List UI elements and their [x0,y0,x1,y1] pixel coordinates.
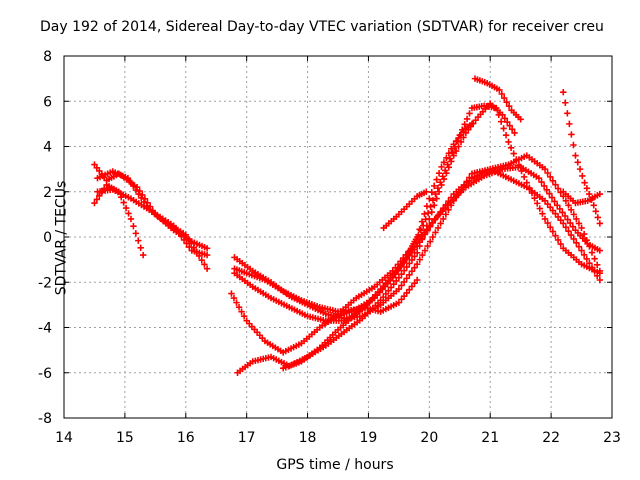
y-tick-label: 0 [43,230,52,246]
data-point-marker [436,170,442,176]
data-point-marker [577,166,583,172]
x-tick-label: 19 [360,430,378,446]
x-tick-label: 14 [55,430,73,446]
data-point-marker [566,121,572,127]
chart-canvas: 14 15 16 17 18 19 20 21 22 23 -8 -6 -4 -2 0 2 4 6 8 [0,0,640,480]
ticks: 14 15 16 17 18 19 20 21 22 23 -8 -6 -4 -2 0 2 4 6 8 [38,49,621,446]
data-point-marker [508,145,514,151]
x-tick-label: 18 [299,430,317,446]
data-point-marker [562,100,568,106]
data-point-marker [424,203,430,209]
y-axis-label: SDTVAR / TECUs [53,181,69,296]
y-tick-label: 2 [43,185,52,201]
x-tick-label: 17 [238,430,256,446]
series-track-b [91,161,210,251]
data-point-marker [138,245,144,251]
x-tick-label: 15 [116,430,134,446]
data-point-marker [564,110,570,116]
series-track-h [228,103,603,356]
data-point-marker [579,173,585,179]
series-track-c [94,186,210,272]
data-point-marker [581,180,587,186]
x-axis-label: GPS time / hours [0,457,640,473]
y-tick-label: -4 [38,321,52,337]
data-point-marker [511,150,517,156]
data-point-marker [505,139,511,145]
data-point-marker [429,209,435,215]
data-point-marker [130,223,136,229]
data-point-marker [421,211,427,217]
data-point-marker [591,202,597,208]
series-group [91,75,603,376]
grid [64,56,612,418]
data-point-marker [591,255,597,261]
data-point-marker [597,220,603,226]
y-tick-label: -2 [38,275,52,291]
y-tick-label: 8 [43,49,52,65]
x-tick-label: 20 [420,430,438,446]
x-tick-label: 23 [603,430,621,446]
data-point-marker [584,185,590,191]
data-point-marker [500,125,506,131]
x-tick-label: 22 [542,430,560,446]
data-point-marker [503,132,509,138]
data-point-marker [568,131,574,137]
data-point-marker [416,226,422,232]
y-tick-label: 4 [43,140,52,156]
data-point-marker [595,214,601,220]
data-point-marker [560,89,566,95]
y-tick-label: -6 [38,366,52,382]
data-point-marker [593,208,599,214]
data-point-marker [572,152,578,158]
data-point-marker [133,230,139,236]
data-point-marker [135,237,141,243]
series-track-i [234,100,517,376]
data-point-marker [431,202,437,208]
data-point-marker [140,252,146,258]
y-tick-label: 6 [43,94,52,110]
data-point-marker [425,210,431,216]
data-point-marker [498,118,504,124]
data-point-marker [575,159,581,165]
y-tick-label: -8 [38,411,52,427]
data-point-marker [521,174,527,180]
series-track-d [94,168,210,258]
data-point-marker [570,142,576,148]
x-tick-label: 21 [481,430,499,446]
x-tick-label: 16 [177,430,195,446]
data-point-marker [586,191,592,197]
